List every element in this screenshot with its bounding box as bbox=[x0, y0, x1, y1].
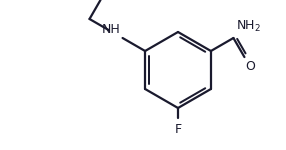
Text: NH: NH bbox=[102, 23, 121, 36]
Text: NH$_2$: NH$_2$ bbox=[237, 19, 261, 34]
Text: O: O bbox=[245, 60, 255, 73]
Text: F: F bbox=[174, 123, 182, 136]
